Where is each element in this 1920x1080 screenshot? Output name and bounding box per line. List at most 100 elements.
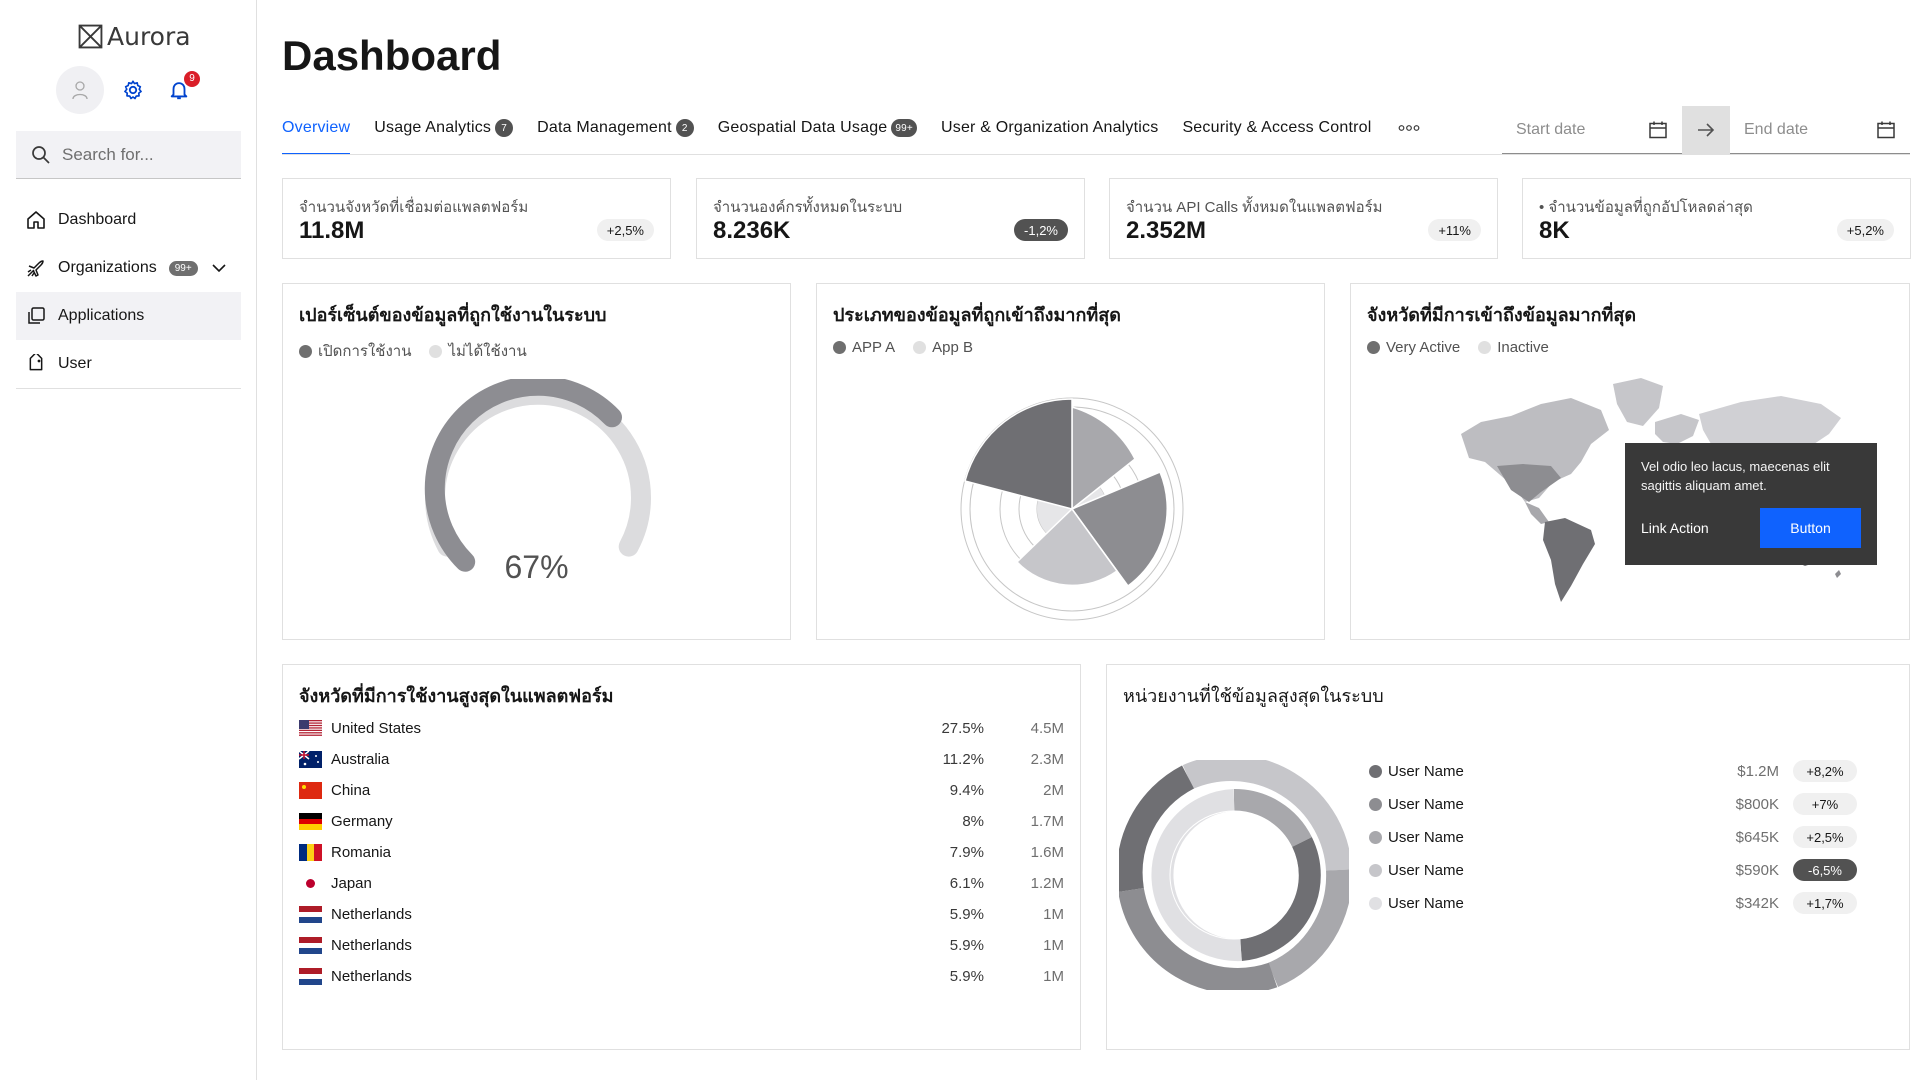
tooltip-button[interactable]: Button bbox=[1760, 508, 1861, 548]
tab-usage-analytics[interactable]: Usage Analytics 7 bbox=[374, 110, 514, 146]
panel-title: จังหวัดที่มีการใช้งานสูงสุดในแพลตฟอร์ม bbox=[299, 686, 614, 706]
tooltip-link-action[interactable]: Link Action bbox=[1641, 520, 1709, 536]
tab-user-organization-analytics[interactable]: User & Organization Analytics bbox=[941, 110, 1158, 146]
flag-us-icon bbox=[299, 719, 322, 737]
unit-name: User Name bbox=[1388, 795, 1464, 813]
list-item[interactable]: User Name $1.2M +8,2% bbox=[1369, 751, 1857, 791]
sidebar-item-user[interactable]: User bbox=[16, 340, 241, 388]
donut-segment bbox=[1233, 788, 1312, 848]
tab-overflow-button[interactable] bbox=[1398, 110, 1420, 146]
country-amount: 1M bbox=[1043, 905, 1064, 923]
polar-segment bbox=[1070, 471, 1168, 588]
country-name: Japan bbox=[331, 874, 372, 892]
tab-count-badge: 2 bbox=[675, 119, 694, 137]
legend-dot bbox=[1369, 764, 1382, 778]
tab-security-access-control[interactable]: Security & Access Control bbox=[1182, 110, 1371, 146]
table-row[interactable]: Romania 7.9% 1.6M bbox=[299, 833, 1064, 871]
gauge-chart bbox=[424, 379, 651, 572]
tab-label: User & Organization Analytics bbox=[940, 119, 1159, 136]
gauge-value-label: 67% bbox=[504, 549, 569, 585]
unit-change-badge: +2,5% bbox=[1793, 826, 1857, 848]
country-percentage: 7.9% bbox=[949, 843, 984, 861]
notifications-button[interactable]: 9 bbox=[166, 71, 200, 103]
date-range-arrow bbox=[1682, 106, 1730, 154]
sidebar-item-applications[interactable]: Applications bbox=[16, 292, 241, 340]
tooltip-text: Vel odio leo lacus, maecenas elit sagitt… bbox=[1641, 459, 1830, 493]
logo-icon bbox=[78, 24, 103, 49]
legend-label: Inactive bbox=[1497, 339, 1549, 356]
polar-legend: APP A App B bbox=[833, 339, 973, 356]
start-date-placeholder: Start date bbox=[1516, 120, 1586, 138]
tab-count-badge: 99+ bbox=[891, 119, 917, 137]
country-percentage: 9.4% bbox=[949, 781, 984, 799]
country-percentage: 11.2% bbox=[942, 750, 984, 768]
unit-change-badge: +8,2% bbox=[1793, 760, 1857, 782]
kpi-card-provinces: จำนวนจังหวัดที่เชื่อมต่อแพลตฟอร์ม 11.8M … bbox=[282, 178, 671, 259]
calendar-icon[interactable] bbox=[1648, 120, 1668, 140]
top-provinces-panel: จังหวัดที่มีการใช้งานสูงสุดในแพลตฟอร์ม U… bbox=[282, 664, 1081, 1050]
donut-segment bbox=[1151, 789, 1242, 962]
tabs-divider bbox=[282, 154, 1910, 155]
sidebar-item-label: Organizations bbox=[58, 259, 157, 276]
tab-count-badge: 7 bbox=[495, 119, 514, 137]
country-percentage: 5.9% bbox=[949, 905, 984, 923]
table-row[interactable]: Netherlands 5.9% 1M bbox=[299, 926, 1064, 964]
table-row[interactable]: United States 27.5% 4.5M bbox=[299, 709, 1064, 747]
home-icon bbox=[25, 209, 47, 231]
tab-data-management[interactable]: Data Management 2 bbox=[537, 110, 694, 146]
end-date-field[interactable]: End date bbox=[1730, 106, 1910, 154]
calendar-icon[interactable] bbox=[1876, 120, 1896, 140]
polar-segment bbox=[964, 398, 1073, 510]
legend-dot bbox=[1369, 863, 1382, 877]
tab-geospatial-data-usage[interactable]: Geospatial Data Usage 99+ bbox=[718, 110, 917, 146]
legend-dot bbox=[1367, 341, 1380, 354]
kpi-change-badge: +2,5% bbox=[596, 219, 654, 241]
table-row[interactable]: Netherlands 5.9% 1M bbox=[299, 957, 1064, 995]
map-tooltip: Vel odio leo lacus, maecenas elit sagitt… bbox=[1625, 443, 1877, 565]
search-icon bbox=[32, 145, 50, 164]
avatar[interactable] bbox=[56, 66, 104, 114]
table-row[interactable]: Japan 6.1% 1.2M bbox=[299, 864, 1064, 902]
table-row[interactable]: China 9.4% 2M bbox=[299, 771, 1064, 809]
applications-icon bbox=[25, 305, 47, 327]
sidebar-item-organizations[interactable]: Organizations 99+ bbox=[16, 244, 241, 292]
unit-amount: $1.2M bbox=[1737, 762, 1779, 780]
tab-label: Geospatial Data Usage bbox=[717, 119, 888, 136]
list-item[interactable]: User Name $342K +1,7% bbox=[1369, 883, 1857, 923]
logo[interactable]: Aurora bbox=[78, 22, 191, 51]
country-percentage: 8% bbox=[962, 812, 984, 830]
kpi-value: 11.8M bbox=[299, 217, 365, 244]
sidebar-item-dashboard[interactable]: Dashboard bbox=[16, 196, 241, 244]
map-region bbox=[1461, 398, 1609, 502]
map-region bbox=[1655, 414, 1699, 444]
table-row[interactable]: Germany 8% 1.7M bbox=[299, 802, 1064, 840]
table-row[interactable]: Australia 11.2% 2.3M bbox=[299, 740, 1064, 778]
settings-button[interactable] bbox=[120, 77, 146, 103]
legend-dot bbox=[1478, 341, 1492, 354]
legend-dot bbox=[1369, 896, 1382, 910]
table-row[interactable]: Netherlands 5.9% 1M bbox=[299, 895, 1064, 933]
tab-bar: Overview Usage Analytics 7 Data Managemen… bbox=[282, 110, 1420, 155]
legend-label: App B bbox=[932, 339, 973, 356]
country-amount: 1.6M bbox=[1030, 843, 1064, 861]
tab-overview[interactable]: Overview bbox=[282, 110, 351, 155]
list-item[interactable]: User Name $645K +2,5% bbox=[1369, 817, 1857, 857]
tab-label: Data Management bbox=[537, 119, 672, 136]
flag-cn-icon bbox=[299, 781, 322, 799]
unit-change-badge: +1,7% bbox=[1793, 892, 1857, 914]
start-date-field[interactable]: Start date bbox=[1502, 106, 1682, 154]
list-item[interactable]: User Name $590K -6,5% bbox=[1369, 850, 1857, 890]
search-input[interactable] bbox=[62, 144, 232, 165]
flag-ro-icon bbox=[299, 843, 322, 861]
sidebar-item-label: User bbox=[58, 355, 92, 372]
chevron-down-icon[interactable] bbox=[212, 263, 226, 273]
polar-chart bbox=[960, 397, 1184, 621]
kpi-change-badge: +11% bbox=[1428, 219, 1481, 241]
search-box[interactable] bbox=[16, 131, 241, 179]
list-item[interactable]: User Name $800K +7% bbox=[1369, 784, 1857, 824]
panel-title: หน่วยงานที่ใช้ข้อมูลสูงสุดในระบบ bbox=[1123, 686, 1384, 706]
legend-item: App B bbox=[913, 339, 973, 356]
country-percentage: 5.9% bbox=[949, 967, 984, 985]
map-region bbox=[1613, 378, 1663, 426]
country-name: United States bbox=[331, 719, 422, 737]
